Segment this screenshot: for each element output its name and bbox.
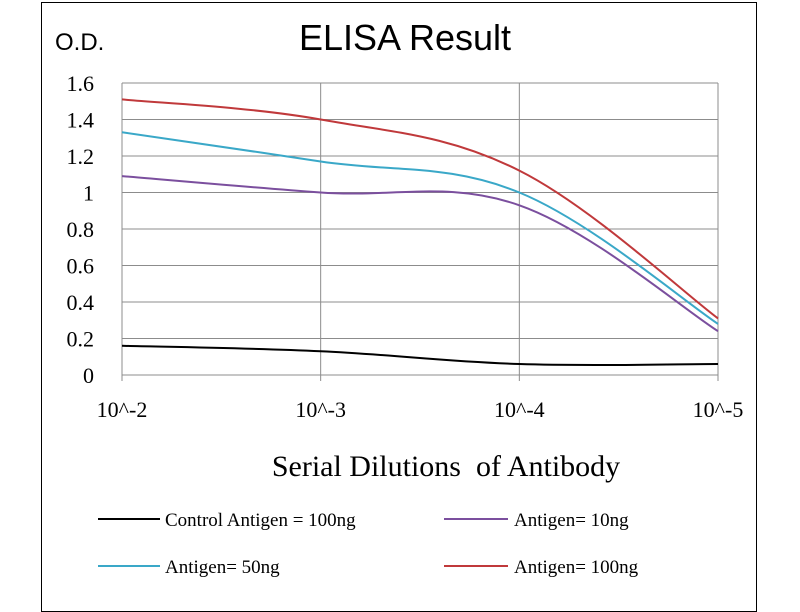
legend-label: Antigen= 100ng	[514, 557, 639, 578]
y-tick-label: 1.4	[67, 108, 95, 133]
legend-label: Antigen= 50ng	[165, 557, 280, 578]
chart-title: ELISA Result	[299, 17, 511, 58]
y-axis-label: O.D.	[55, 29, 104, 56]
y-tick-label: 1.6	[67, 71, 95, 96]
series-lines	[121, 98, 719, 367]
x-tick-label: 10^-4	[494, 397, 545, 422]
x-tick-label: 10^-2	[97, 397, 148, 422]
series-line-2	[121, 131, 719, 325]
series-line-3	[121, 98, 719, 320]
y-tick-label: 1	[83, 181, 94, 206]
axes	[121, 83, 719, 381]
y-tick-label: 1.2	[67, 144, 95, 169]
x-tick-labels: 10^-2 10^-3 10^-4 10^-5	[97, 397, 744, 422]
series-line-0	[121, 344, 719, 367]
grid	[122, 82, 719, 375]
x-tick-label: 10^-3	[295, 397, 346, 422]
y-tick-label: 0.4	[67, 290, 95, 315]
legend-label: Antigen= 10ng	[514, 510, 629, 531]
y-tick-label: 0.2	[67, 327, 95, 352]
legend: Control Antigen = 100ng Antigen= 10ng Anti…	[98, 510, 639, 578]
y-tick-label: 0	[83, 363, 94, 388]
series-line-1	[121, 175, 719, 333]
figure-frame	[41, 2, 757, 612]
y-tick-label: 0.6	[67, 254, 95, 279]
y-tick-label: 0.8	[67, 217, 95, 242]
y-tick-labels: 0 0.2 0.4 0.6 0.8 1 1.2 1.4 1.6	[67, 71, 95, 388]
x-tick-label: 10^-5	[693, 397, 744, 422]
legend-label: Control Antigen = 100ng	[165, 510, 356, 531]
x-axis-label: Serial Dilutions of Antibody	[272, 450, 620, 483]
